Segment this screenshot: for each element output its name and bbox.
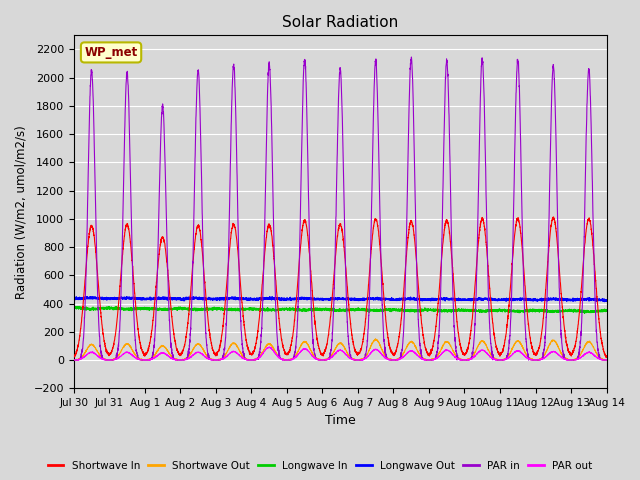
- Text: WP_met: WP_met: [84, 46, 138, 59]
- Y-axis label: Radiation (W/m2, umol/m2/s): Radiation (W/m2, umol/m2/s): [15, 125, 28, 299]
- Title: Solar Radiation: Solar Radiation: [282, 15, 398, 30]
- Legend: Shortwave In, Shortwave Out, Longwave In, Longwave Out, PAR in, PAR out: Shortwave In, Shortwave Out, Longwave In…: [44, 456, 596, 475]
- X-axis label: Time: Time: [324, 414, 356, 427]
